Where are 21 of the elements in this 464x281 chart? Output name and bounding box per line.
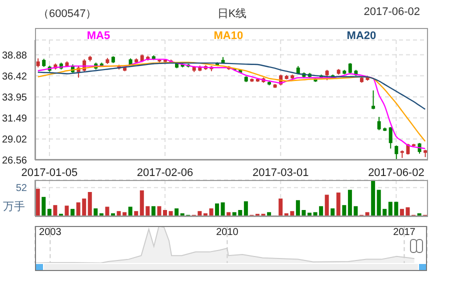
x-tick-label: 2017-01-05 [21, 166, 78, 179]
text: MA5 [86, 30, 110, 42]
text: 2017-06-02 [364, 6, 420, 18]
x-tick-label: 2010 [216, 227, 239, 238]
text: MA20 [346, 30, 376, 42]
x-tick-label: 2017-06-02 [368, 166, 424, 179]
chart-subtitle: 日K线 [217, 8, 247, 20]
y-tick-label: 29.02 [2, 134, 28, 146]
y-tick-label: 38.88 [2, 50, 28, 62]
x-tick-label: 2003 [39, 227, 62, 238]
y-tick-label: 36.42 [2, 71, 28, 82]
x-tick-label: 2017-03-01 [252, 166, 309, 179]
y-tick-label: 33.95 [2, 92, 28, 104]
y-tick-label: 31.49 [2, 113, 28, 124]
x-tick-label: 2017 [393, 227, 416, 238]
chart-title: （600547） [38, 7, 97, 21]
y-tick-label: 52 [16, 183, 28, 194]
y-tick-label: 26.56 [2, 156, 28, 167]
y-axis-title: 万手 [3, 200, 25, 214]
x-tick-label: 2017-02-06 [136, 166, 194, 179]
text: MA10 [214, 30, 244, 42]
